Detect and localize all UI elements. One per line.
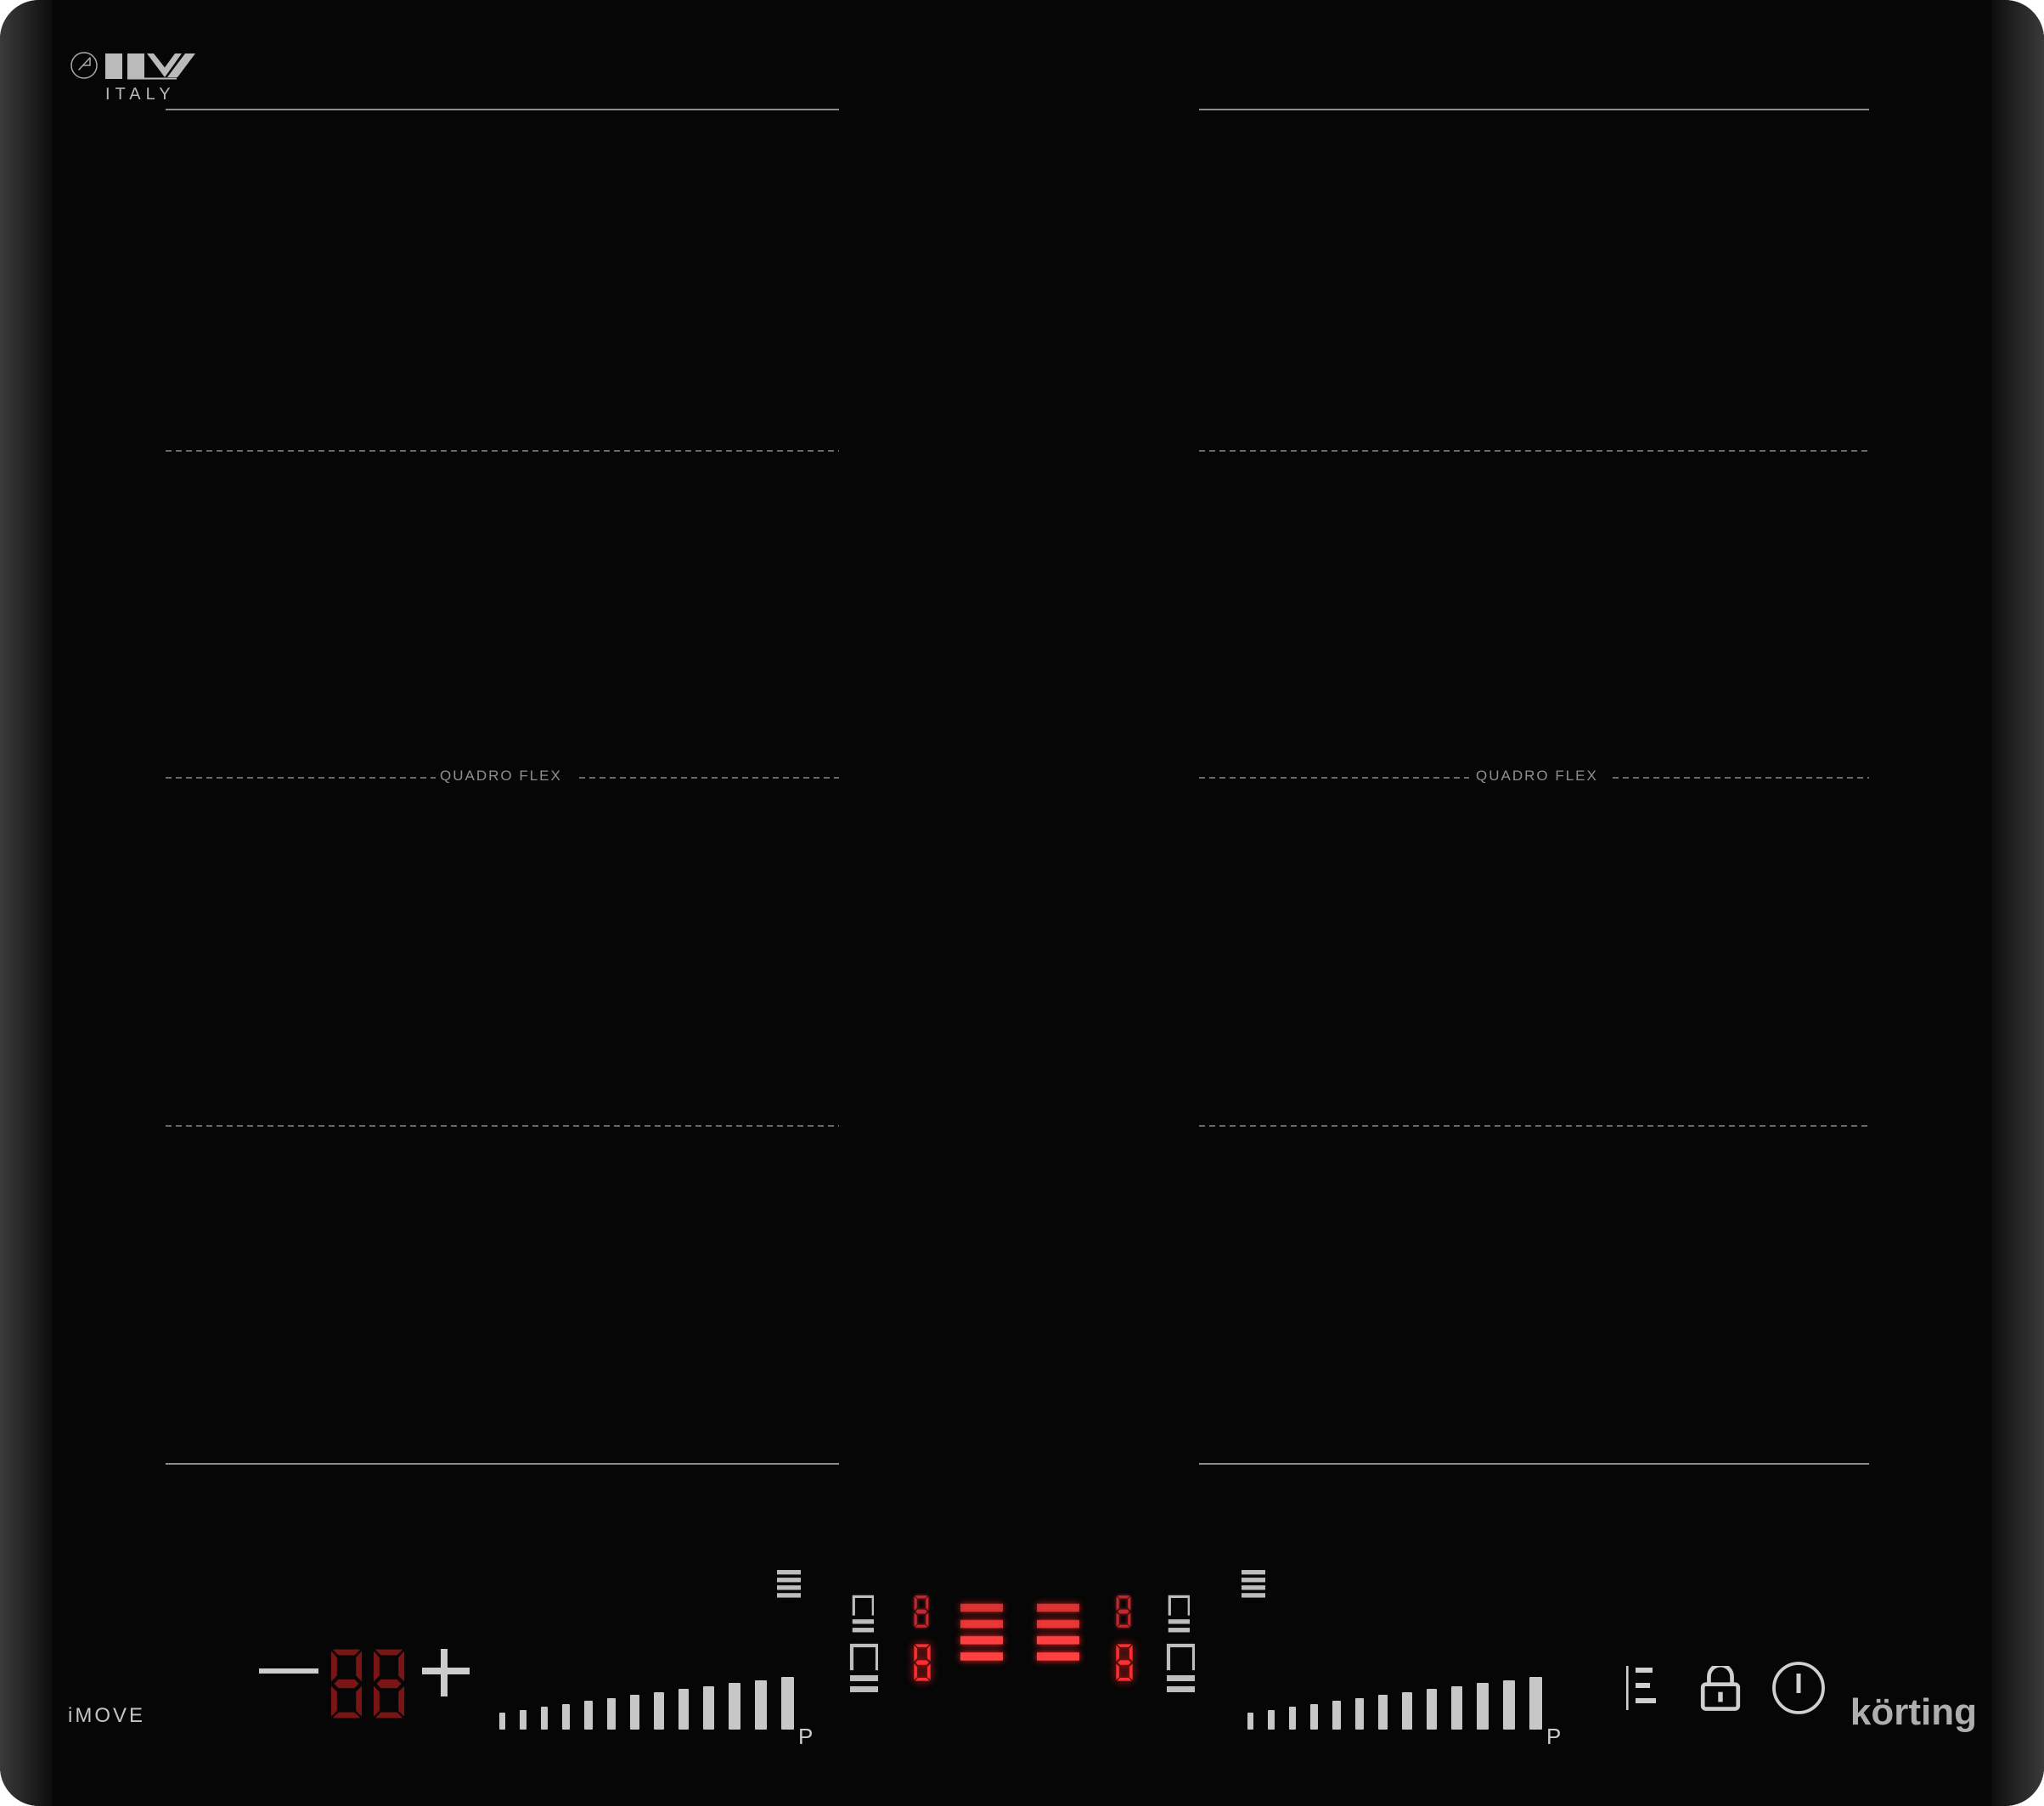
svg-text:ITALY: ITALY <box>105 85 176 104</box>
